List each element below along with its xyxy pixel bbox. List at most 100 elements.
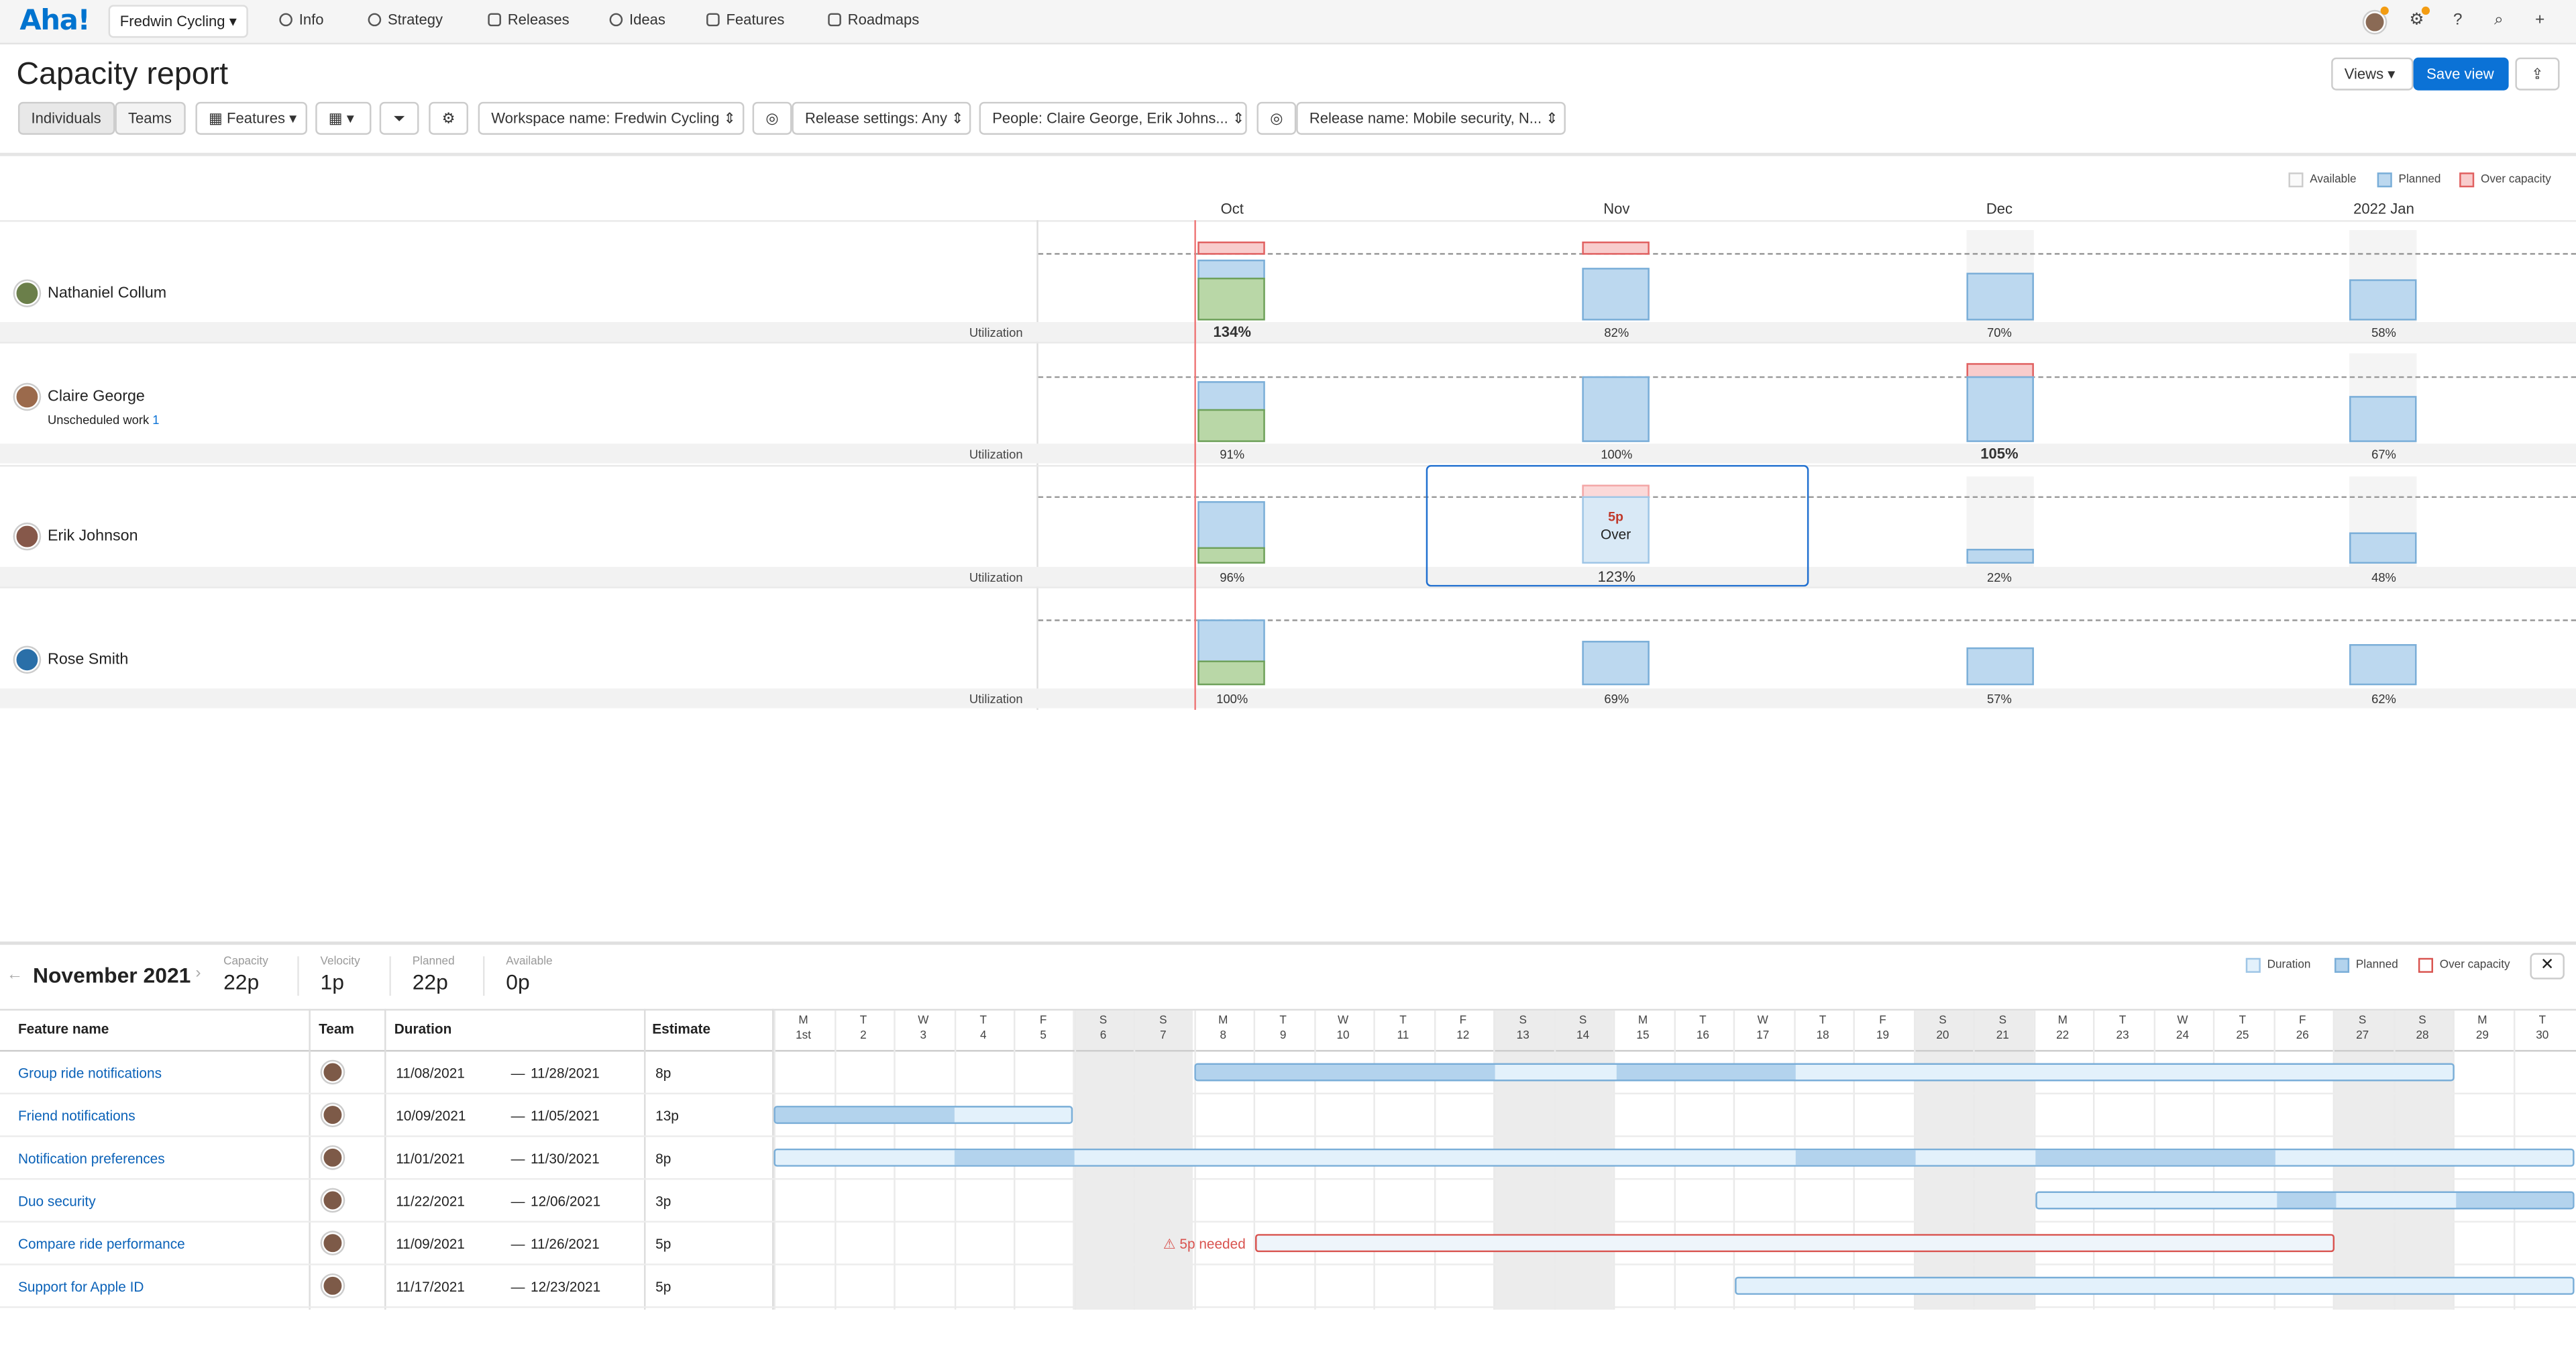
table-row — [0, 1180, 2576, 1223]
col-estimate[interactable]: Estimate — [652, 1020, 711, 1037]
teams-toggle[interactable]: Teams — [115, 101, 186, 135]
gear-icon[interactable]: ⚙ — [2409, 11, 2424, 30]
plus-icon[interactable]: + — [2534, 11, 2545, 30]
completed-bar[interactable] — [1197, 277, 1265, 321]
individuals-toggle[interactable]: Individuals — [17, 101, 115, 135]
weekday-letter: W — [1757, 1015, 1768, 1027]
views-dropdown[interactable]: Views ▾ — [2331, 57, 2414, 91]
gantt-bar-over-capacity[interactable] — [1255, 1234, 2335, 1253]
planned-bar[interactable] — [2349, 396, 2417, 442]
planned-bar[interactable] — [1582, 376, 1650, 442]
features-dropdown[interactable]: ▦ Features ▾ — [195, 101, 307, 135]
utilization-value: 22% — [1987, 570, 2012, 585]
planned-bar[interactable] — [2349, 644, 2417, 686]
weekday-letter: T — [979, 1015, 987, 1027]
planned-bar[interactable] — [2349, 532, 2417, 564]
nav-ideas[interactable]: Ideas — [609, 11, 665, 28]
gantt-bar[interactable] — [773, 1106, 1073, 1125]
col-feature-name[interactable]: Feature name — [17, 1020, 109, 1037]
planned-bar[interactable] — [1582, 641, 1650, 686]
utilization-value: 57% — [1987, 692, 2012, 707]
over-capacity-bar[interactable] — [1582, 242, 1650, 255]
person-erik-johnson[interactable]: Erik Johnson — [15, 524, 138, 549]
feature-link[interactable]: Group ride notifications — [17, 1064, 162, 1082]
date-separator: — — [511, 1235, 525, 1253]
col-team[interactable]: Team — [319, 1020, 354, 1037]
completed-bar[interactable] — [1197, 547, 1265, 564]
completed-bar[interactable] — [1197, 409, 1265, 442]
day-number: 3 — [920, 1030, 927, 1042]
prev-month-arrow-icon[interactable]: ← — [6, 966, 23, 984]
day-number: 15 — [1636, 1030, 1650, 1042]
calendar-dropdown[interactable]: ▦ ▾ — [315, 101, 372, 135]
planned-bar[interactable] — [1966, 376, 2034, 442]
person-claire-george[interactable]: Claire George — [15, 384, 145, 409]
planned-bar[interactable] — [1197, 619, 1265, 662]
utilization-value: 91% — [1220, 447, 1245, 462]
day-number: 24 — [2176, 1030, 2190, 1042]
roadmap-icon — [828, 13, 841, 27]
next-month-chevron-icon[interactable]: › — [195, 964, 201, 983]
gantt-bar[interactable] — [1735, 1276, 2575, 1295]
release-name-target-icon[interactable]: ◎ — [1256, 101, 1297, 135]
planned-bar[interactable] — [1966, 548, 2034, 564]
planned-bar[interactable] — [1582, 268, 1650, 321]
weekday-letter: M — [798, 1015, 808, 1027]
people-filter[interactable]: People: Claire George, Erik Johns... ⇕ — [979, 101, 1247, 135]
nav-info[interactable]: Info — [279, 11, 323, 28]
over-capacity-bar[interactable] — [1197, 242, 1265, 255]
person-nathaniel-collum[interactable]: Nathaniel Collum — [15, 280, 166, 306]
feature-link[interactable]: Friend notifications — [17, 1107, 136, 1125]
search-icon[interactable]: ⌕ — [2494, 11, 2504, 30]
planned-bar[interactable] — [1197, 259, 1265, 280]
planned-bar-highlighted[interactable] — [1582, 496, 1650, 564]
selected-period-box[interactable] — [1426, 465, 1809, 587]
nav-features[interactable]: Features — [706, 11, 784, 28]
weekday-letter: F — [1459, 1015, 1467, 1027]
col-duration[interactable]: Duration — [394, 1020, 452, 1037]
close-icon[interactable]: ✕ — [2530, 953, 2565, 980]
weekday-letter: M — [2057, 1015, 2068, 1027]
release-filter-target-icon[interactable]: ◎ — [752, 101, 792, 135]
table-row — [0, 1094, 2576, 1137]
day-header-cell: F 26 — [2273, 1014, 2332, 1043]
release-settings-filter[interactable]: Release settings: Any ⇕ — [792, 101, 971, 135]
workspace-name: Fredwin Cycling — [119, 13, 225, 30]
planned-bar[interactable] — [1966, 647, 2034, 686]
planned-bar[interactable] — [2349, 279, 2417, 321]
feature-link[interactable]: Compare ride performance — [17, 1235, 185, 1253]
gantt-bar[interactable] — [773, 1148, 2575, 1167]
gantt-bar[interactable] — [1194, 1063, 2455, 1082]
nav-roadmaps[interactable]: Roadmaps — [828, 11, 919, 28]
person-rose-smith[interactable]: Rose Smith — [15, 647, 128, 672]
user-avatar[interactable] — [2364, 11, 2385, 33]
feature-link[interactable]: Notification preferences — [17, 1150, 165, 1167]
gantt-bar[interactable] — [2035, 1191, 2575, 1210]
release-name-filter[interactable]: Release name: Mobile security, N... ⇕ — [1296, 101, 1566, 135]
planned-bar[interactable] — [1197, 501, 1265, 549]
end-date: 11/26/2021 — [531, 1235, 600, 1253]
completed-bar[interactable] — [1197, 660, 1265, 686]
save-view-button[interactable]: Save view — [2413, 57, 2509, 91]
help-icon[interactable]: ? — [2453, 11, 2463, 30]
weekday-letter: F — [1039, 1015, 1047, 1027]
feature-link[interactable]: Support for Apple ID — [17, 1278, 144, 1295]
export-icon[interactable]: ⇪ — [2515, 57, 2560, 91]
nav-releases[interactable]: Releases — [488, 11, 570, 28]
aha-logo[interactable]: Aha! — [19, 5, 90, 38]
utilization-label: Utilization — [969, 447, 1023, 462]
workspace-switcher[interactable]: Fredwin Cycling ▾ — [108, 5, 248, 38]
planned-segment — [2456, 1192, 2573, 1208]
nav-strategy[interactable]: Strategy — [368, 11, 443, 28]
filter-icon[interactable]: ⏷ — [379, 101, 419, 135]
workspace-filter[interactable]: Workspace name: Fredwin Cycling ⇕ — [478, 101, 745, 135]
planned-bar[interactable] — [1197, 381, 1265, 411]
day-header-cell: M 29 — [2453, 1014, 2512, 1043]
settings-gear-icon[interactable]: ⚙ — [429, 101, 468, 135]
day-number: 29 — [2475, 1030, 2489, 1042]
feature-link[interactable]: Duo security — [17, 1192, 96, 1210]
day-header-cell: T 23 — [2093, 1014, 2152, 1043]
planned-bar[interactable] — [1966, 272, 2034, 321]
unscheduled-count: 1 — [152, 412, 160, 427]
unscheduled-work-link[interactable]: Unscheduled work 1 — [48, 413, 159, 427]
